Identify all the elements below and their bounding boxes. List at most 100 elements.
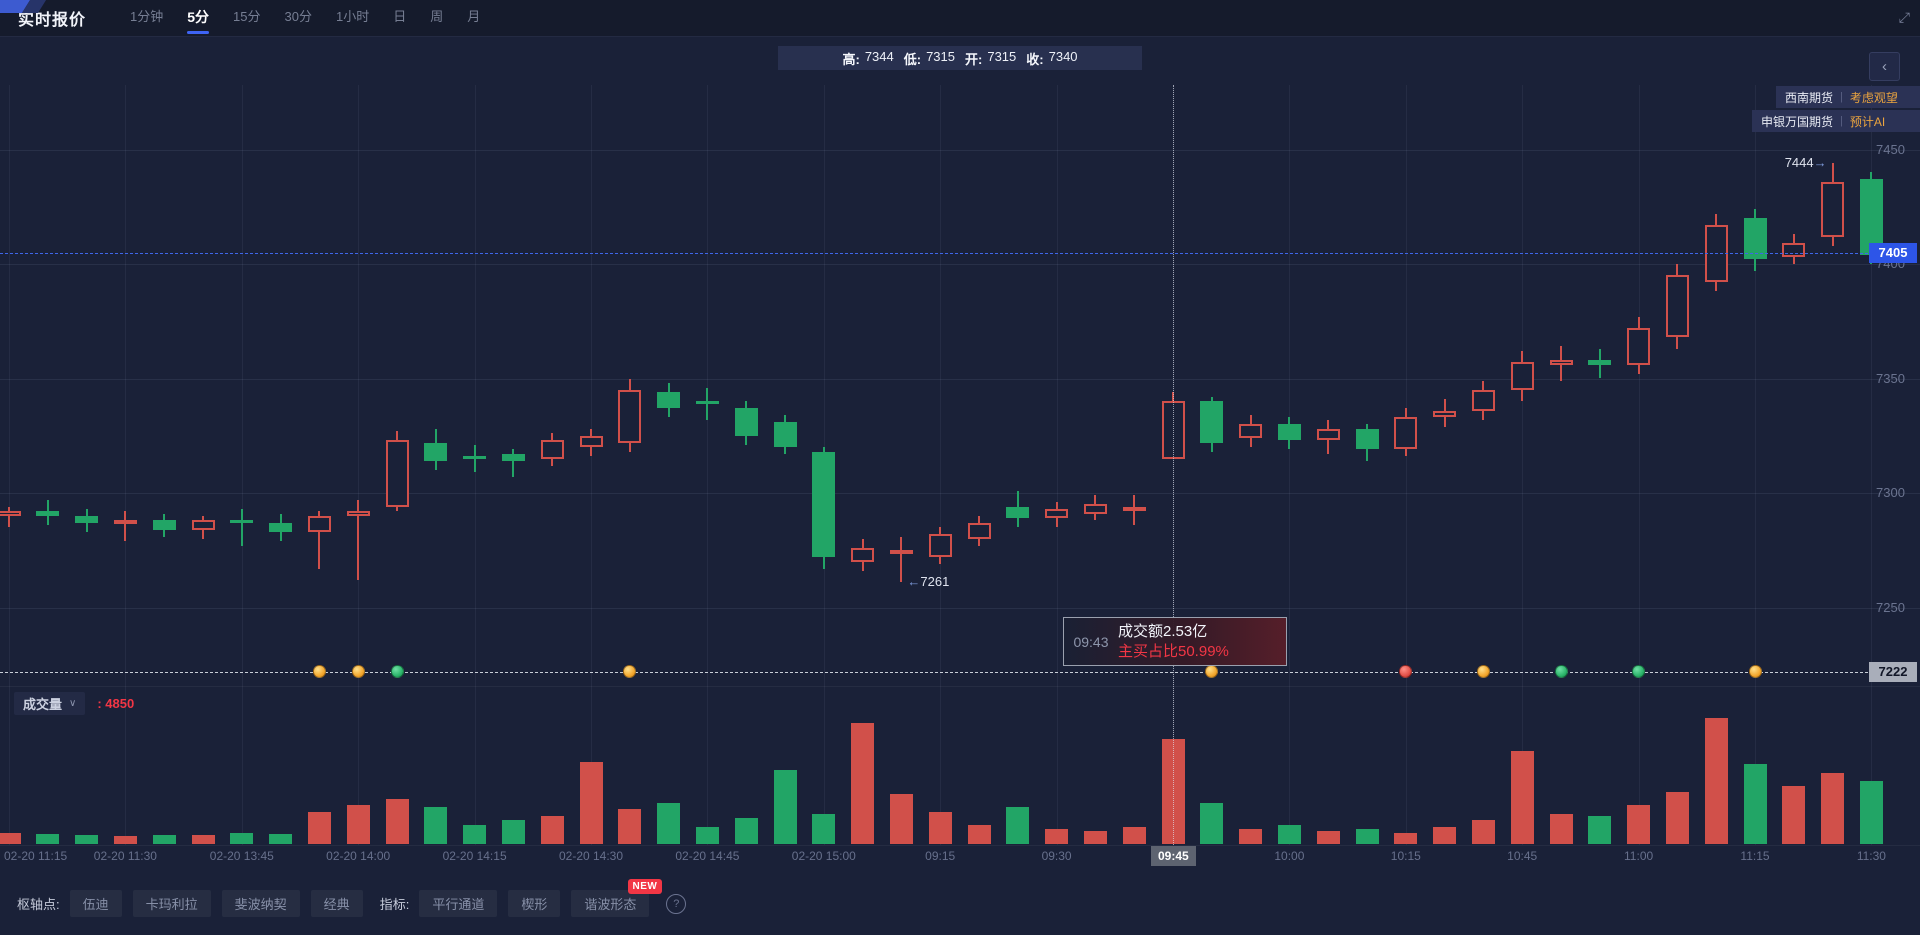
top-bar: 实时报价 1分钟 5分 15分 30分 1小时 日 周 月 ⤢ bbox=[0, 0, 1920, 37]
volume-bar bbox=[1006, 807, 1030, 844]
tab-30分[interactable]: 30分 bbox=[284, 9, 312, 24]
candle bbox=[1665, 275, 1689, 338]
tab-周[interactable]: 周 bbox=[430, 9, 444, 24]
volume-bar bbox=[579, 761, 603, 844]
price-annotation-7261: ←7261 bbox=[907, 574, 949, 589]
candle bbox=[36, 511, 60, 516]
indicator-button-谐波形态[interactable]: 谐波形态 NEW bbox=[571, 879, 663, 917]
green-marker-dot[interactable] bbox=[1632, 665, 1646, 679]
grid-line-vertical bbox=[241, 85, 243, 845]
volume-bar bbox=[1821, 772, 1845, 844]
volume-bar bbox=[463, 824, 487, 844]
candle bbox=[1510, 362, 1534, 390]
candle bbox=[269, 522, 293, 532]
indicator-label: 指标: bbox=[379, 897, 410, 912]
time-axis-label: 09:30 bbox=[1041, 849, 1072, 863]
candle bbox=[1471, 389, 1495, 411]
time-axis-label: 11:30 bbox=[1856, 849, 1886, 863]
volume-bar bbox=[1394, 833, 1418, 844]
time-axis-label: 02-20 15:00 bbox=[791, 849, 856, 863]
tooltip-time: 09:43 bbox=[1073, 633, 1109, 650]
volume-bar bbox=[734, 818, 758, 844]
red-marker-dot[interactable] bbox=[1399, 665, 1413, 679]
time-axis-label: 02-20 14:45 bbox=[675, 849, 740, 863]
volume-bar bbox=[1083, 831, 1107, 844]
grid-line-vertical bbox=[1755, 85, 1756, 845]
green-marker-dot[interactable] bbox=[390, 665, 404, 679]
time-axis-label: 02-20 13:45 bbox=[209, 849, 274, 863]
tab-月[interactable]: 月 bbox=[467, 9, 481, 24]
last-price-badge: 7405 bbox=[1869, 242, 1917, 263]
help-icon[interactable]: ? bbox=[666, 893, 687, 914]
tab-1小时[interactable]: 1小时 bbox=[335, 9, 370, 24]
arrow-right-icon: → bbox=[1813, 155, 1827, 171]
indicator-button-楔形[interactable]: 楔形 bbox=[508, 890, 561, 917]
candle bbox=[1743, 218, 1767, 260]
gold-marker-dot[interactable] bbox=[623, 665, 637, 679]
gold-marker-dot[interactable] bbox=[1476, 665, 1490, 679]
candle bbox=[928, 534, 952, 558]
collapse-panel-button[interactable]: ‹ bbox=[1869, 52, 1900, 81]
tooltip-buy-ratio: 主买占比50.99% bbox=[1118, 642, 1229, 660]
page-title: 实时报价 bbox=[18, 12, 87, 29]
ohlc-item: 收: 7340 bbox=[1026, 49, 1077, 68]
candle bbox=[1006, 506, 1030, 519]
volume-bar bbox=[1704, 718, 1728, 844]
volume-bar bbox=[618, 809, 642, 844]
broker-tag-2[interactable]: 申银万国期货 | 预计AI bbox=[1752, 110, 1920, 132]
volume-bar bbox=[1433, 826, 1457, 844]
crosshair-vertical-line bbox=[1173, 85, 1174, 845]
volume-bar bbox=[1239, 828, 1263, 844]
grid-line-horizontal bbox=[0, 607, 1920, 609]
volume-bar bbox=[1549, 813, 1573, 844]
broker-tag-1[interactable]: 西南期货 | 考虑观望 bbox=[1776, 86, 1920, 108]
gold-marker-dot[interactable] bbox=[1205, 665, 1219, 679]
volume-indicator-dropdown[interactable]: 成交量 ∨ bbox=[14, 692, 86, 715]
grid-line-vertical bbox=[1522, 85, 1524, 845]
gold-marker-dot[interactable] bbox=[351, 665, 365, 679]
tab-5分[interactable]: 5分 bbox=[180, 0, 216, 36]
pivot-button-斐波纳契[interactable]: 斐波纳契 bbox=[221, 890, 300, 917]
volume-bar bbox=[424, 807, 448, 844]
pivot-button-卡玛利拉[interactable]: 卡玛利拉 bbox=[132, 890, 211, 917]
volume-bar bbox=[695, 826, 719, 844]
gold-marker-dot[interactable] bbox=[1748, 665, 1762, 679]
candle bbox=[424, 442, 448, 461]
volume-bar bbox=[1665, 792, 1689, 844]
candle bbox=[75, 515, 99, 523]
candle bbox=[734, 408, 758, 436]
candle bbox=[1627, 328, 1651, 365]
grid-line-vertical bbox=[358, 85, 360, 845]
candle-wick bbox=[900, 536, 903, 583]
tab-日[interactable]: 日 bbox=[393, 9, 407, 24]
price-axis-tick: 7250 bbox=[1876, 599, 1905, 615]
volume-bar bbox=[230, 832, 254, 844]
candle bbox=[967, 522, 991, 539]
pivot-button-伍迪[interactable]: 伍迪 bbox=[69, 890, 122, 917]
green-marker-dot[interactable] bbox=[1554, 665, 1568, 679]
gold-marker-dot[interactable] bbox=[312, 665, 326, 679]
volume-bar bbox=[1588, 815, 1612, 844]
tab-1分钟[interactable]: 1分钟 bbox=[130, 9, 164, 24]
candle bbox=[152, 520, 176, 530]
candle bbox=[1355, 428, 1379, 450]
broker-comment: 考虑观望 bbox=[1849, 90, 1898, 105]
tab-15分[interactable]: 15分 bbox=[233, 9, 261, 24]
candle-wick bbox=[512, 449, 515, 477]
volume-bar bbox=[191, 835, 215, 844]
pivot-button-经典[interactable]: 经典 bbox=[310, 890, 363, 917]
volume-bar bbox=[1122, 826, 1146, 844]
indicator-button-平行通道[interactable]: 平行通道 bbox=[419, 890, 498, 917]
grid-line-vertical bbox=[591, 85, 592, 845]
candle bbox=[1588, 360, 1612, 365]
fullscreen-icon[interactable]: ⤢ bbox=[1898, 9, 1910, 25]
divider: | bbox=[1840, 115, 1843, 127]
pane-separator bbox=[0, 686, 1920, 687]
tooltip-turnover: 成交额2.53亿 bbox=[1118, 622, 1208, 640]
new-badge: NEW bbox=[627, 879, 663, 894]
candle bbox=[191, 520, 215, 530]
candle bbox=[385, 440, 409, 507]
time-axis-label: 10:45 bbox=[1507, 849, 1538, 863]
candle bbox=[618, 389, 642, 443]
